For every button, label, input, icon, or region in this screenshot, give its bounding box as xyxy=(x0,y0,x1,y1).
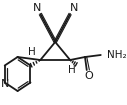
Text: H: H xyxy=(68,65,76,75)
Text: NH₂: NH₂ xyxy=(107,50,126,60)
Text: O: O xyxy=(84,71,93,81)
Text: N: N xyxy=(33,3,41,13)
Text: N: N xyxy=(69,3,78,13)
Text: N: N xyxy=(1,79,9,89)
Text: H: H xyxy=(28,47,35,57)
